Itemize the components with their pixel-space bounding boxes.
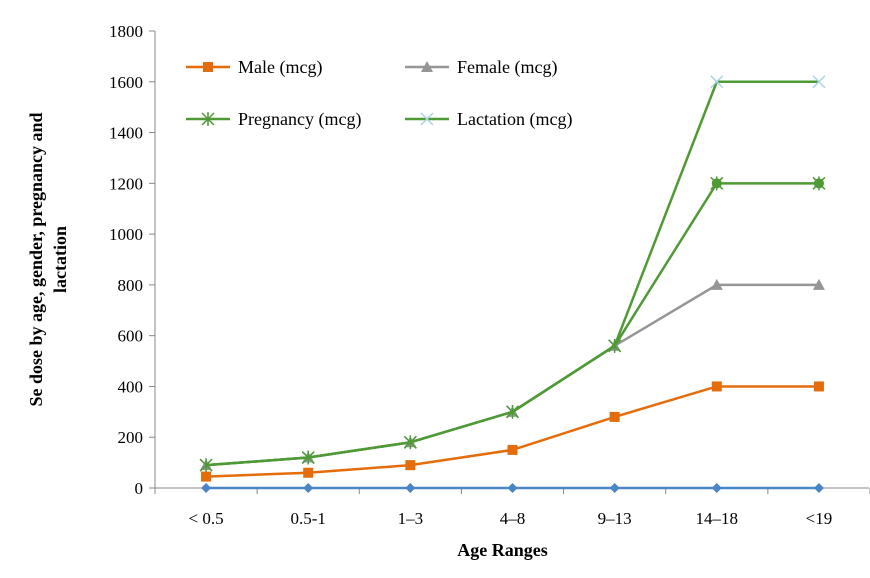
- data-point: [813, 178, 824, 189]
- series-line: [206, 385, 819, 478]
- x-tick-label: <19: [806, 509, 833, 528]
- y-tick-label: 600: [118, 327, 144, 346]
- y-tick-label: 1600: [109, 73, 143, 92]
- legend-item: Male (mcg): [186, 57, 322, 78]
- y-tick-label: 400: [118, 377, 144, 396]
- data-point: [405, 483, 416, 493]
- series-2: [199, 176, 826, 473]
- y-axis-ticks: 0 200 400 600 800 1000 1200 1400 1600 1800: [109, 22, 155, 498]
- y-tick-label: 1200: [109, 174, 143, 193]
- series-line: [205, 283, 819, 467]
- data-point: [405, 460, 416, 471]
- data-point: [711, 178, 722, 189]
- series-layer: [199, 75, 826, 493]
- legend-label: Pregnancy (mcg): [238, 109, 361, 130]
- data-point: [609, 411, 620, 422]
- y-tick-label: 200: [118, 428, 144, 447]
- data-point: [711, 483, 722, 493]
- plot-area: [154, 31, 869, 489]
- y-tick-label: 0: [135, 479, 144, 498]
- legend-item: Pregnancy (mcg): [186, 109, 361, 130]
- data-point: [199, 458, 213, 473]
- legend-label: Male (mcg): [238, 57, 322, 78]
- data-point: [507, 444, 518, 455]
- legend: Male (mcg) Female (mcg) Pregnancy (mcg) Lac…: [186, 57, 572, 130]
- x-tick-label: 9–13: [598, 509, 632, 528]
- x-tick-label: < 0.5: [189, 509, 224, 528]
- legend-marker: [203, 62, 213, 72]
- series-4: [201, 483, 824, 493]
- data-point: [813, 381, 824, 392]
- y-tick-label: 1400: [109, 124, 143, 143]
- data-point: [812, 75, 826, 89]
- legend-label: Lactation (mcg): [457, 109, 572, 130]
- y-tick-label: 1800: [109, 22, 143, 41]
- data-point: [201, 483, 212, 493]
- legend-marker: [421, 61, 433, 72]
- data-point: [711, 381, 722, 392]
- data-point: [507, 483, 518, 493]
- legend-item: Lactation (mcg): [405, 109, 572, 130]
- x-axis-title: Age Ranges: [457, 540, 548, 560]
- data-point: [710, 75, 724, 89]
- legend-marker: [201, 112, 215, 126]
- x-tick-label: 14–18: [696, 509, 739, 528]
- x-tick-label: 1–3: [398, 509, 424, 528]
- legend-item: Female (mcg): [405, 57, 557, 78]
- series-line: [205, 182, 819, 467]
- data-point: [710, 278, 723, 290]
- data-point: [609, 483, 620, 493]
- data-point: [505, 404, 520, 419]
- data-point: [303, 467, 314, 478]
- y-tick-label: 800: [118, 276, 144, 295]
- legend-marker: [420, 112, 434, 126]
- data-point: [403, 435, 417, 450]
- data-point: [812, 278, 825, 290]
- data-point: [301, 450, 315, 465]
- legend-label: Female (mcg): [457, 57, 557, 78]
- x-axis-ticks: < 0.5 0.5-1 1–3 4–8 9–13 14–18 <19: [154, 488, 870, 528]
- x-tick-label: 4–8: [500, 509, 526, 528]
- data-point: [813, 483, 824, 493]
- y-axis-title: Se dose by age, gender, pregnancy and lac…: [26, 112, 70, 406]
- x-tick-label: 0.5-1: [291, 509, 326, 528]
- data-point: [201, 471, 212, 482]
- series-0: [201, 381, 824, 482]
- data-point: [303, 483, 314, 493]
- y-tick-label: 1000: [109, 225, 143, 244]
- series-1: [200, 278, 825, 471]
- data-point: [608, 338, 622, 353]
